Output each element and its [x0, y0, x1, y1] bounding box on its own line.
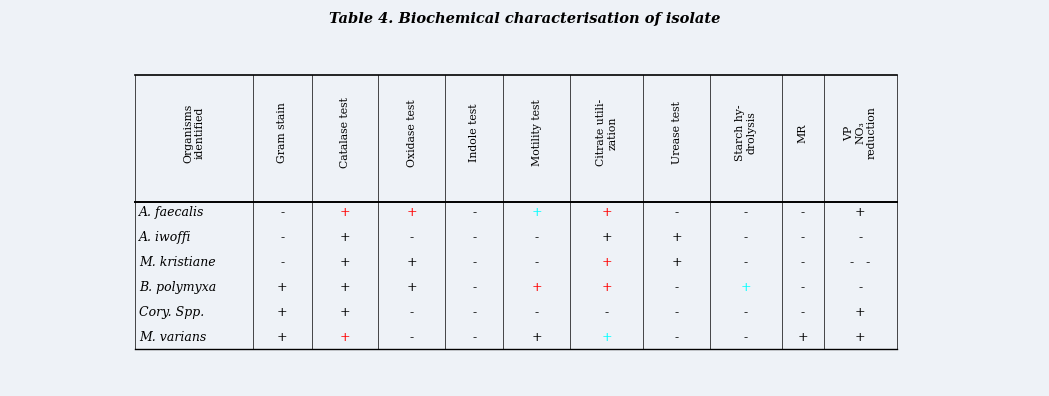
Text: -: -	[858, 281, 862, 294]
Text: -: -	[675, 281, 679, 294]
Text: -: -	[800, 206, 805, 219]
Text: -: -	[800, 231, 805, 244]
Text: -: -	[280, 231, 284, 244]
Text: Cory. Spp.: Cory. Spp.	[140, 306, 205, 319]
Text: +: +	[532, 206, 542, 219]
Text: -: -	[604, 306, 608, 319]
Text: -: -	[409, 306, 413, 319]
Text: +: +	[340, 256, 350, 269]
Text: +: +	[601, 281, 612, 294]
Text: Starch hy-
drolysis: Starch hy- drolysis	[735, 105, 756, 161]
Text: +: +	[855, 331, 865, 344]
Text: -: -	[472, 206, 476, 219]
Text: -: -	[535, 256, 539, 269]
Text: +: +	[601, 231, 612, 244]
Text: Urease test: Urease test	[671, 101, 682, 164]
Text: +: +	[277, 281, 287, 294]
Text: +: +	[855, 206, 865, 219]
Text: Citrate utili-
zation: Citrate utili- zation	[596, 99, 618, 166]
Text: +: +	[340, 281, 350, 294]
Text: +: +	[277, 306, 287, 319]
Text: Catalase test: Catalase test	[340, 97, 350, 168]
Text: -: -	[800, 281, 805, 294]
Text: +: +	[340, 231, 350, 244]
Text: +: +	[406, 206, 416, 219]
Text: -: -	[800, 306, 805, 319]
Text: +: +	[340, 306, 350, 319]
Text: +: +	[601, 206, 612, 219]
Text: -: -	[744, 306, 748, 319]
Text: MR: MR	[797, 123, 808, 143]
Text: -: -	[744, 206, 748, 219]
Text: +: +	[741, 281, 751, 294]
Text: +: +	[855, 306, 865, 319]
Text: Indole test: Indole test	[469, 104, 479, 162]
Text: -: -	[744, 231, 748, 244]
Text: -: -	[409, 231, 413, 244]
Text: +: +	[532, 331, 542, 344]
Text: +: +	[406, 256, 416, 269]
Text: -: -	[472, 281, 476, 294]
Text: +: +	[601, 256, 612, 269]
Text: -: -	[800, 256, 805, 269]
Text: Motility test: Motility test	[532, 99, 541, 166]
Text: +: +	[601, 331, 612, 344]
Text: M. kristiane: M. kristiane	[140, 256, 216, 269]
Text: -: -	[472, 256, 476, 269]
Text: -: -	[744, 331, 748, 344]
Text: -: -	[280, 256, 284, 269]
Text: Organisms
identified: Organisms identified	[184, 103, 205, 162]
Text: +: +	[671, 256, 682, 269]
Text: -: -	[675, 306, 679, 319]
Text: -: -	[472, 231, 476, 244]
Text: +: +	[340, 331, 350, 344]
Text: +: +	[671, 231, 682, 244]
Text: -: -	[675, 331, 679, 344]
Text: Table 4. Biochemical characterisation of isolate: Table 4. Biochemical characterisation of…	[328, 12, 721, 26]
Text: VP
NO₃
reduction: VP NO₃ reduction	[843, 107, 877, 159]
Text: Oxidase test: Oxidase test	[407, 99, 416, 167]
Text: -: -	[472, 306, 476, 319]
Text: -: -	[535, 231, 539, 244]
Text: -: -	[409, 331, 413, 344]
Text: -: -	[280, 206, 284, 219]
Text: -: -	[535, 306, 539, 319]
Text: Gram stain: Gram stain	[277, 103, 287, 163]
Text: +: +	[797, 331, 808, 344]
Text: A. faecalis: A. faecalis	[140, 206, 205, 219]
Text: -: -	[472, 331, 476, 344]
Text: -: -	[858, 231, 862, 244]
Text: +: +	[277, 331, 287, 344]
Text: M. varians: M. varians	[140, 331, 207, 344]
Text: -: -	[675, 206, 679, 219]
Text: A. iwoffi: A. iwoffi	[140, 231, 192, 244]
Text: +: +	[406, 281, 416, 294]
Text: +: +	[340, 206, 350, 219]
Text: -   -: - -	[851, 256, 871, 269]
Text: -: -	[744, 256, 748, 269]
Text: +: +	[532, 281, 542, 294]
Text: B. polymyxa: B. polymyxa	[140, 281, 216, 294]
